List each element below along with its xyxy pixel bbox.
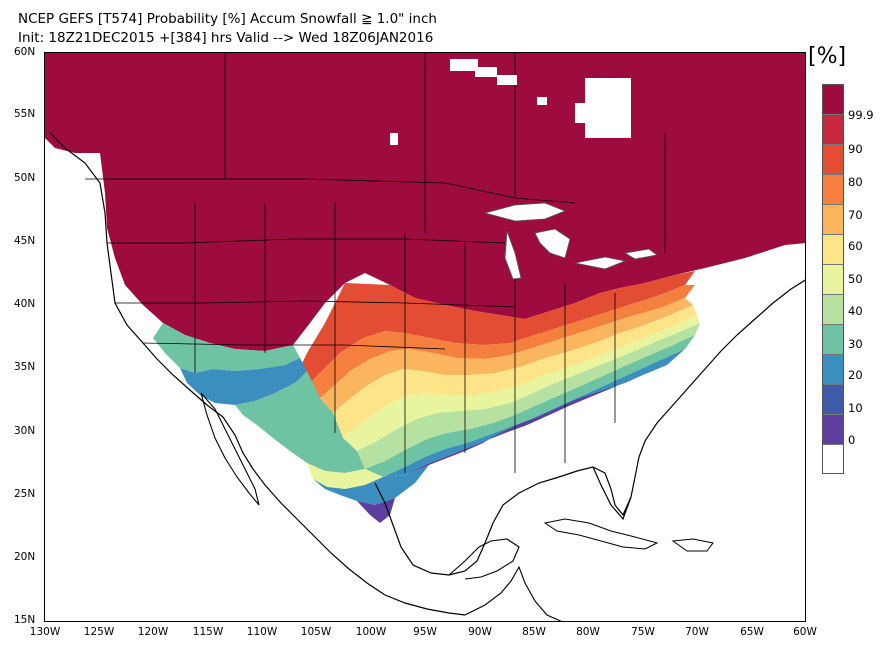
lat-label-20n: 20N [14, 551, 36, 563]
coastline-west [49, 132, 466, 616]
lon-label-85w: 85W [522, 626, 546, 638]
lon-label-65w: 65W [740, 626, 764, 638]
lat-label-55n: 55N [14, 108, 36, 120]
coastline-central-america [464, 565, 562, 621]
colorbar-swatch-90 [823, 115, 843, 145]
lon-label-70w: 70W [685, 626, 709, 638]
lon-label-60w: 60W [793, 626, 817, 638]
region-80-90-band [295, 271, 695, 383]
colorbar-swatch-99-9 [823, 85, 843, 115]
map-title-line-2: Init: 18Z21DEC2015 +[384] hrs Valid --> … [18, 30, 434, 46]
region-20-band [365, 335, 695, 477]
lat-label-60n: 60N [14, 46, 36, 58]
colorbar-swatch-10 [823, 355, 843, 385]
map-title-line-1: NCEP GEFS [T574] Probability [%] Accum S… [18, 11, 437, 27]
region-west-green [153, 323, 300, 373]
colorbar-swatch-20 [823, 325, 843, 355]
lat-label-45n: 45N [14, 235, 36, 247]
lat-label-15n: 15N [14, 614, 36, 626]
lon-label-125w: 125W [83, 626, 115, 638]
region-10-band [383, 349, 685, 477]
colorbar-swatch-70 [823, 175, 843, 205]
region-0-10-band [405, 375, 643, 475]
coastline-cuba [543, 518, 659, 550]
lat-label-40n: 40N [14, 298, 36, 310]
white-patches-hudson [390, 59, 631, 145]
region-40-band [343, 315, 700, 451]
colorbar-swatch-80 [823, 145, 843, 175]
great-lakes [483, 202, 658, 280]
lon-label-130w: 130W [29, 626, 61, 638]
region-mexico-yellow [307, 463, 383, 489]
coastline-florida [592, 466, 632, 521]
colorbar [822, 84, 844, 474]
lon-label-105w: 105W [300, 626, 332, 638]
colorbar-label-60: 60 [848, 239, 863, 253]
colorbar-swatch-40 [823, 265, 843, 295]
lon-label-110w: 110W [246, 626, 278, 638]
colorbar-label-70: 70 [848, 208, 863, 222]
colorbar-swatch-50 [823, 235, 843, 265]
coastline-yucatan [448, 538, 520, 580]
lat-label-50n: 50N [14, 172, 36, 184]
lat-label-25n: 25N [14, 488, 36, 500]
region-mexico-teal [235, 371, 365, 473]
colorbar-label-10: 10 [848, 401, 863, 415]
coastline-baja [200, 392, 260, 506]
lon-label-90w: 90W [468, 626, 492, 638]
colorbar-label-90: 90 [848, 142, 863, 156]
colorbar-label-0: 0 [848, 433, 856, 447]
colorbar-label-99-9: 99.9 [848, 108, 874, 122]
coastline-hispaniola [671, 538, 714, 552]
colorbar-swatch-30 [823, 295, 843, 325]
region-60-band [320, 298, 693, 413]
lon-label-100w: 100W [355, 626, 387, 638]
colorbar-swatch-60 [823, 205, 843, 235]
lon-label-95w: 95W [413, 626, 437, 638]
colorbar-swatch-1 [823, 385, 843, 415]
colorbar-label-30: 30 [848, 337, 863, 351]
lon-label-75w: 75W [631, 626, 655, 638]
lon-label-115w: 115W [192, 626, 224, 638]
snowfall-probability-map [44, 52, 806, 622]
region-mexico-blue [313, 465, 429, 505]
colorbar-swatch-0 [823, 415, 843, 445]
colorbar-label-50: 50 [848, 272, 863, 286]
lat-label-35n: 35N [14, 361, 36, 373]
map-canvas [45, 53, 805, 621]
colorbar-swatch-none [823, 445, 843, 473]
colorbar-unit-label: [%] [808, 44, 847, 69]
region-70-band [310, 285, 695, 398]
region-west-blue [180, 358, 307, 405]
lon-label-120w: 120W [137, 626, 169, 638]
colorbar-label-80: 80 [848, 175, 863, 189]
colorbar-label-40: 40 [848, 304, 863, 318]
region-30-band [357, 323, 700, 469]
lon-label-80w: 80W [576, 626, 600, 638]
coastline-gulf [374, 279, 805, 576]
political-borders [85, 53, 666, 473]
lat-label-30n: 30N [14, 425, 36, 437]
colorbar-label-20: 20 [848, 368, 863, 382]
